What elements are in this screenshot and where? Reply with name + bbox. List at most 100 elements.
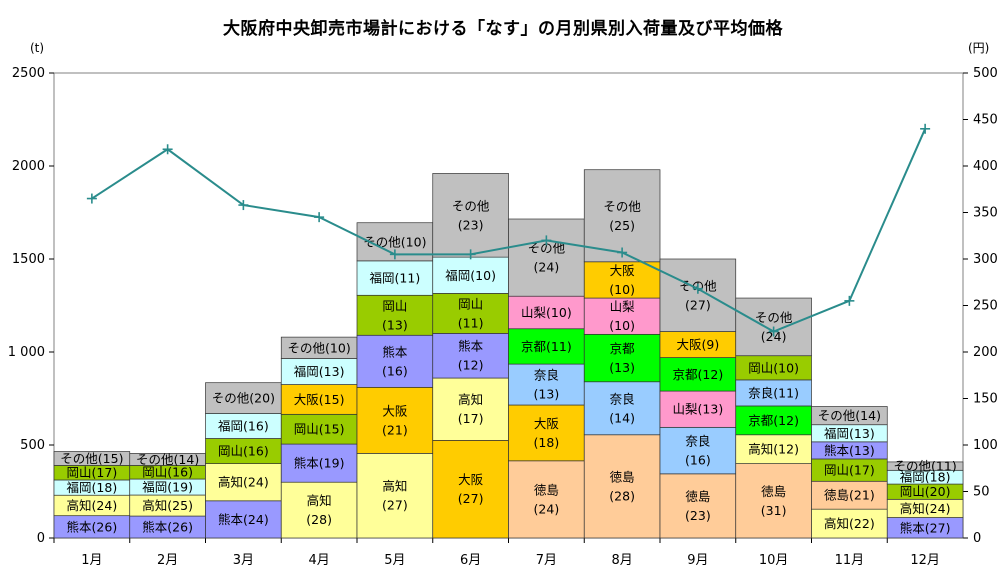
price-point [617,247,628,258]
bar-segment-label: (23) [458,217,484,232]
price-point [162,144,173,155]
bar-segment [735,463,812,539]
bar-segment-label: (24) [534,501,560,516]
bar-segment [508,218,585,297]
bar-segment-label: 徳島(21) [824,488,875,503]
bar-segment [735,434,812,464]
bar-segment-label: 山梨(10) [521,305,572,320]
bar-segment [508,460,585,539]
bar-segment-label: 岡山(16) [142,465,193,480]
bar-segment [356,453,434,539]
bar-segment [356,334,434,388]
bars: 熊本(26)高知(24)福岡(18)岡山(17)その他(15)熊本(26)高知(… [53,169,964,539]
bar-segment-label: 奈良 [610,391,635,406]
bar-segment [508,404,585,462]
bar-segment [432,333,509,379]
bar-segment-label: (27) [458,491,484,506]
bar-segment-label: 京都(12) [673,367,724,382]
bar-segment-label: 奈良(11) [748,385,799,400]
bar-segment-label: 山梨 [610,299,636,314]
bar-segment-label: その他(20) [212,391,275,406]
bar-segment-label: 岡山 [382,298,407,313]
bar-segment-label: 福岡(18) [900,470,951,485]
bar-segment-label: 徳島 [534,482,559,497]
price-point [768,326,779,337]
bar-segment [659,258,737,332]
bar-segment-label: 熊本(13) [824,443,875,458]
price-point [238,200,249,211]
bar-segment-label: 大阪 [458,472,484,487]
bar-segment-label: その他 [603,199,641,214]
bar-segment-label: (12) [458,358,484,373]
bar-segment-label: 高知(12) [748,442,799,457]
bar-segment-label: (28) [306,512,332,527]
bar-segment-label: 岡山(10) [748,360,799,375]
bar-segment-label: 岡山(16) [218,444,269,459]
x-tick-label: 7月 [536,553,557,568]
bar-segment [659,473,737,539]
bar-segment [280,481,358,539]
bar-segment-label: その他(10) [288,340,351,355]
axes: 0 500 1 000 1500 2000 2500 0 50 100 150 200 250 300 3… [8,66,998,568]
bar-segment-label: 大阪(15) [294,392,345,407]
bar-segment-label: 熊本 [382,344,408,359]
bar-segment [356,294,434,336]
y-left-tick-label: 0 [37,531,45,546]
bar-segment [583,297,661,335]
bar-segment-label: 高知(25) [142,498,193,513]
x-tick-label: 9月 [687,553,708,568]
bar-segment [659,357,737,392]
bar-segment-label: (24) [534,260,560,275]
chart-title: 大阪府中央卸売市場計における「なす」の月別県別入荷量及び平均価格 [223,19,783,39]
y-right-tick-label: 300 [973,252,998,267]
bar-segment-label: 岡山(20) [900,484,951,499]
bar-segment [811,406,888,426]
bar-segment [659,426,737,475]
bar-segment [432,173,509,258]
bar-segment [659,390,737,428]
y-right-tick-label: 100 [973,438,998,453]
bar-segment-label: その他(14) [818,408,881,423]
bar-segment-label: 熊本(19) [294,456,345,471]
bar-segment [583,381,661,436]
price-line-path [91,128,927,333]
price-point [844,295,855,306]
bar-segment-label: 高知(24) [900,501,951,516]
bar-segment-label: 京都 [610,341,636,356]
bar-segment [811,480,888,510]
bar-segment [508,295,585,330]
bar-segment-label: (27) [685,297,711,312]
bar-segment-label: (14) [609,410,635,425]
bar-segment [205,382,282,414]
bar-segment-label: 岡山(15) [294,422,345,437]
bar-segment-label: 福岡(10) [445,268,496,283]
y-left-tick-label: 2000 [12,159,45,174]
bar-segment [583,434,661,539]
y-left-unit: (t) [30,41,44,55]
bar-segment-label: 岡山 [458,296,483,311]
bar-segment-label: 熊本(24) [218,512,269,527]
bar-segment-label: (18) [534,435,560,450]
bar-segment-label: (28) [609,488,635,503]
price-point [314,212,325,223]
y-left-tick-label: 500 [20,438,45,453]
x-tick-label: 4月 [308,553,329,568]
y-right-tick-label: 400 [973,159,998,174]
bar-segment [735,297,812,357]
bar-segment-label: 高知(22) [824,516,875,531]
price-point [465,249,476,260]
bar-segment [735,379,812,407]
y-left-tick-label: 1500 [12,252,45,267]
bar-segment-label: 奈良 [685,434,710,449]
x-tick-label: 6月 [460,553,481,568]
price-line [86,123,931,337]
bar-segment-label: 大阪(9) [677,337,720,352]
bar-segment [280,443,358,483]
y-left-tick-label: 2500 [12,66,45,81]
bar-segment-label: 熊本(27) [900,520,951,535]
bar-segment-label: 高知 [382,479,407,494]
price-point [920,123,931,134]
x-tick-label: 12月 [910,553,940,568]
bar-segment-label: 岡山(17) [824,463,875,478]
bar-segment [205,438,282,464]
